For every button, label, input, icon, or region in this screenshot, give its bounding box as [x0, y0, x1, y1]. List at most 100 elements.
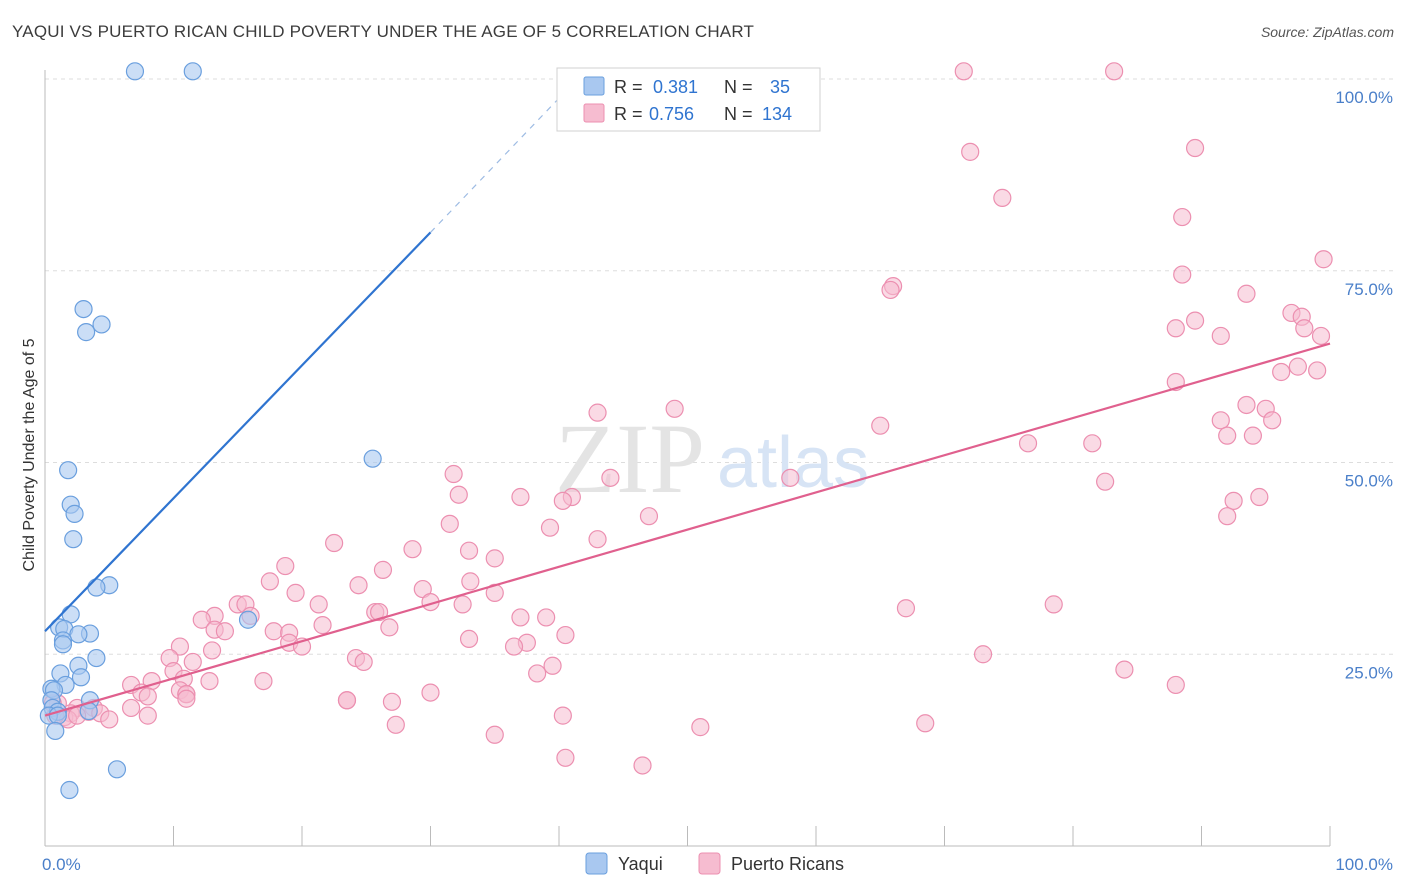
puerto-ricans-point	[370, 602, 389, 622]
puerto-ricans-point	[380, 618, 399, 637]
yaqui-point	[71, 668, 91, 687]
puerto-ricans-point	[461, 572, 480, 591]
puerto-ricans-point	[553, 491, 572, 510]
y-tick-label: 25.0%	[1345, 663, 1393, 682]
legend-pr-swatch	[698, 852, 721, 875]
yaqui-point	[69, 625, 88, 644]
puerto-ricans-point	[386, 715, 405, 734]
puerto-ricans-point	[881, 280, 900, 300]
puerto-ricans-point	[665, 399, 684, 418]
puerto-ricans-point	[537, 608, 556, 627]
puerto-ricans-point	[138, 706, 157, 725]
puerto-ricans-point	[100, 710, 119, 729]
legend-yaqui-label: Yaqui	[618, 854, 663, 874]
yaqui-point	[53, 635, 73, 654]
yaqui-point	[77, 323, 96, 342]
puerto-ricans-point	[276, 556, 295, 576]
y-axis-title: Child Poverty Under the Age of 5	[21, 338, 38, 571]
puerto-ricans-point	[1237, 284, 1256, 303]
puerto-ricans-point	[440, 514, 459, 533]
yaqui-r-value: 0.381	[653, 77, 698, 97]
puerto-ricans-point	[200, 671, 219, 691]
puerto-ricans-point	[183, 652, 202, 672]
puerto-ricans-point	[556, 625, 575, 645]
x-tick-label-min: 0.0%	[42, 855, 81, 874]
puerto-ricans-point	[1308, 361, 1327, 380]
puerto-ricans-point	[325, 533, 344, 553]
puerto-ricans-point	[1250, 487, 1269, 507]
gridlines	[45, 78, 1393, 655]
puerto-ricans-point	[639, 507, 659, 526]
puerto-ricans-point	[781, 468, 800, 487]
puerto-ricans-point	[633, 756, 652, 775]
yaqui-point	[87, 578, 106, 597]
puerto-ricans-point	[421, 683, 440, 702]
puerto-ricans-point	[459, 629, 479, 649]
series-legend: Yaqui Puerto Ricans	[585, 852, 844, 875]
yaqui-point	[107, 760, 127, 779]
puerto-ricans-point	[543, 656, 562, 675]
puerto-ricans-point	[553, 706, 572, 725]
puerto-ricans-point	[1263, 411, 1282, 430]
legend-pr-label: Puerto Ricans	[731, 854, 844, 874]
yaqui-point	[74, 300, 93, 319]
puerto-ricans-point	[1288, 357, 1307, 376]
puerto-ricans-point	[382, 692, 402, 711]
puerto-ricans-point	[1115, 660, 1134, 679]
puerto-ricans-point	[373, 560, 393, 579]
puerto-ricans-point	[556, 748, 575, 767]
pr-n-value: 134	[762, 104, 792, 124]
puerto-ricans-point	[1218, 426, 1237, 445]
puerto-ricans-point	[444, 464, 463, 484]
puerto-ricans-point	[1185, 311, 1205, 330]
puerto-ricans-point	[138, 687, 157, 706]
puerto-ricans-point	[403, 540, 422, 559]
puerto-ricans-point	[192, 610, 211, 629]
puerto-ricans-point	[215, 622, 234, 641]
puerto-ricans-point	[459, 541, 479, 560]
puerto-ricans-point	[588, 530, 607, 549]
yaqui-point	[363, 449, 382, 468]
puerto-ricans-point	[973, 645, 993, 664]
puerto-ricans-point	[511, 487, 530, 507]
puerto-ricans-point	[260, 572, 279, 591]
puerto-ricans-point	[916, 714, 935, 733]
source-credit: Source: ZipAtlas.com	[1260, 24, 1394, 40]
puerto-ricans-point	[1224, 491, 1243, 510]
puerto-ricans-point	[170, 637, 190, 656]
puerto-ricans-point	[264, 622, 283, 641]
puerto-ricans-point	[511, 608, 530, 627]
puerto-ricans-point	[1295, 319, 1314, 338]
watermark-atlas: atlas	[717, 423, 869, 503]
puerto-ricans-point	[954, 62, 973, 81]
puerto-ricans-point	[202, 641, 222, 660]
puerto-ricans-point	[1173, 207, 1192, 227]
yaqui-point	[238, 610, 258, 629]
pr-swatch	[583, 103, 605, 123]
puerto-ricans-point	[588, 403, 607, 422]
puerto-ricans-point	[961, 142, 980, 161]
puerto-ricans-point	[485, 549, 504, 568]
yaqui-n-label: N =	[724, 77, 753, 97]
puerto-ricans-point	[1272, 362, 1291, 382]
y-tick-label: 50.0%	[1345, 472, 1393, 491]
puerto-ricans-point	[121, 698, 141, 718]
puerto-ricans-point	[349, 576, 368, 595]
pr-r-value: 0.756	[649, 104, 694, 124]
puerto-ricans-point	[313, 616, 332, 635]
puerto-ricans-point	[1314, 250, 1333, 269]
puerto-ricans-point	[1185, 138, 1205, 158]
puerto-ricans-point	[871, 416, 890, 435]
puerto-ricans-point	[1166, 319, 1185, 338]
puerto-ricans-point	[691, 718, 710, 737]
puerto-ricans-point	[286, 583, 305, 602]
puerto-ricans-point	[1218, 507, 1237, 526]
yaqui-trendline	[44, 231, 432, 633]
x-tick-label-max: 100.0%	[1335, 855, 1393, 874]
legend-yaqui-swatch	[585, 852, 608, 875]
puerto-ricans-point	[309, 595, 328, 614]
yaqui-r-label: R =	[614, 77, 643, 97]
puerto-ricans-point	[1166, 675, 1185, 695]
y-tick-label: 100.0%	[1335, 88, 1393, 107]
